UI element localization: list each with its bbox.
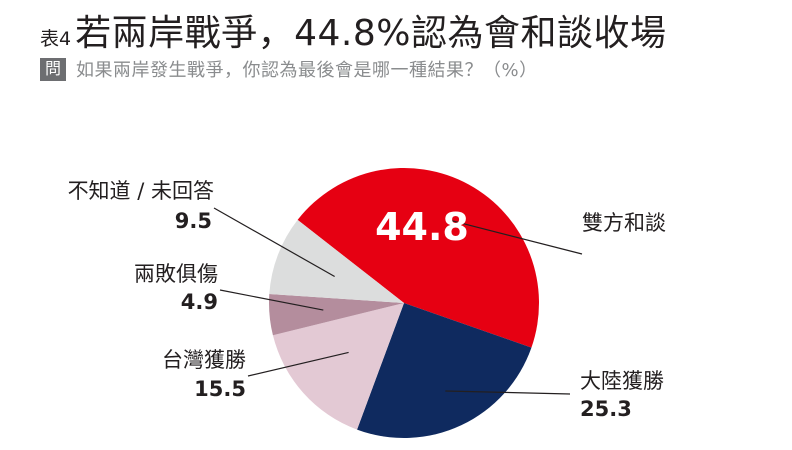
slice-value: 9.5 [175,209,212,233]
question-text: 如果兩岸發生戰爭，你認為最後會是哪一種結果？（%） [76,60,538,81]
leader-line [247,351,349,377]
question-badge: 問 [40,57,67,81]
chart-title: 若兩岸戰爭，44.8%認為會和談收場 [75,13,667,54]
leader-line [219,289,324,311]
pie-slice [357,303,532,438]
leader-line [449,219,583,255]
pie-slice [272,303,404,430]
slice-label: 雙方和談 [582,211,666,235]
question-row: 問 如果兩岸發生戰爭，你認為最後會是哪一種結果？（%） [40,56,790,82]
pie-slice [269,219,404,303]
slice-label: 不知道 / 未回答 [68,179,214,203]
slice-value: 15.5 [194,377,246,401]
leader-line [213,207,335,278]
chart-header: 表4 若兩岸戰爭，44.8%認為會和談收場 問 如果兩岸發生戰爭，你認為最後會是… [40,4,790,82]
title-row: 表4 若兩岸戰爭，44.8%認為會和談收場 [40,4,790,56]
pie-slice [269,294,404,336]
pie-slice [297,168,540,348]
slice-value: 44.8 [375,205,469,249]
table-number: 表4 [40,28,72,50]
slice-value: 4.9 [181,290,218,314]
slice-value: 25.3 [580,397,632,421]
leader-line [445,390,571,395]
slice-label: 台灣獲勝 [162,348,246,372]
slice-label: 大陸獲勝 [580,369,664,393]
slice-label: 兩敗俱傷 [134,262,218,286]
